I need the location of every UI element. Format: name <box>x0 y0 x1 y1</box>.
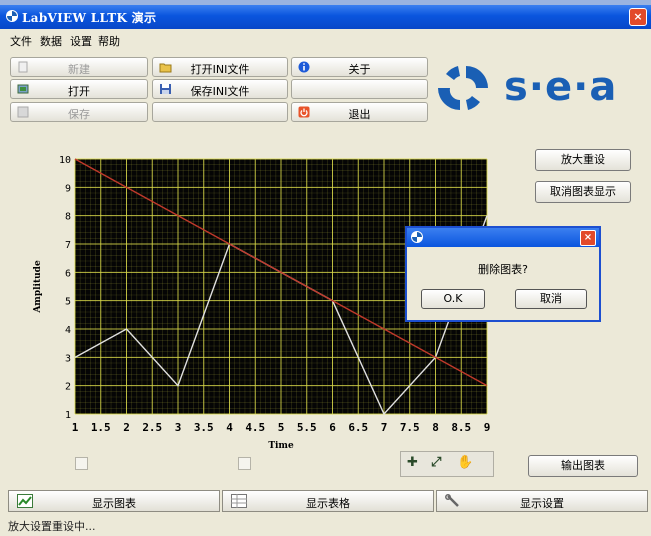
y-tick-label: 8 <box>65 212 71 223</box>
new-button[interactable]: 新建 <box>10 57 148 77</box>
x-tick-label: 7.5 <box>400 421 420 434</box>
x-tick-label: 6 <box>329 421 336 434</box>
empty-toolbar-slot-2 <box>291 79 428 99</box>
x-tick-label: 1.5 <box>91 421 111 434</box>
x-tick-label: 9 <box>484 421 491 434</box>
x-tick-label: 5 <box>278 421 285 434</box>
save-button-label: 保存 <box>68 108 90 121</box>
open-button-label: 打开 <box>68 85 90 98</box>
save-ini-label: 保存INI文件 <box>190 85 250 98</box>
menu-settings[interactable]: 设置 <box>70 35 92 48</box>
table-icon <box>231 494 247 508</box>
open-ini-label: 打开INI文件 <box>190 63 250 76</box>
x-tick-label: 4.5 <box>245 421 265 434</box>
y-tick-label: 9 <box>65 183 71 194</box>
graph-palette: ✚ ⤢ ✋ <box>400 451 494 477</box>
exit-label: 退出 <box>348 108 371 121</box>
sea-logo: s·e·a <box>438 60 643 120</box>
window-title: LabVIEW LLTK 演示 <box>22 11 157 25</box>
new-file-icon <box>18 61 28 73</box>
floppy-icon <box>160 84 171 94</box>
x-tick-label: 4 <box>226 421 233 434</box>
tab-show-chart[interactable]: 显示图表 <box>8 490 220 512</box>
menu-bar: 文件 数据 设置 帮助 <box>0 29 651 49</box>
app-icon <box>6 10 18 22</box>
zoom-reset-button[interactable]: 放大重设 <box>535 149 631 171</box>
open-button[interactable]: 打开 <box>10 79 148 99</box>
tab-show-table[interactable]: 显示表格 <box>222 490 434 512</box>
menu-file[interactable]: 文件 <box>10 35 32 48</box>
x-tick-label: 6.5 <box>348 421 368 434</box>
crosshair-cursor-icon[interactable]: ✚ <box>407 455 418 470</box>
info-icon <box>298 61 310 73</box>
open-icon <box>17 84 29 94</box>
tab-show-table-label: 显示表格 <box>306 497 350 510</box>
tab-show-chart-label: 显示图表 <box>92 497 136 510</box>
x-tick-label: 2 <box>123 421 130 434</box>
chart-icon <box>17 494 33 508</box>
y-tick-label: 4 <box>65 325 71 336</box>
delete-chart-dialog: × 删除图表? O.K 取消 <box>405 226 601 322</box>
y-scale-checkbox[interactable] <box>238 457 251 470</box>
status-bar-text: 放大设置重设中... <box>8 520 96 533</box>
dialog-cancel-button[interactable]: 取消 <box>515 289 587 309</box>
wrench-icon <box>445 494 459 507</box>
save-icon <box>17 106 29 118</box>
tab-show-settings[interactable]: 显示设置 <box>436 490 648 512</box>
folder-icon <box>159 63 172 73</box>
series-line-2 <box>74 158 488 387</box>
open-ini-button[interactable]: 打开INI文件 <box>152 57 288 77</box>
x-tick-label: 2.5 <box>142 421 162 434</box>
y-axis-label: Amplitude <box>33 260 43 314</box>
dialog-ok-button[interactable]: O.K <box>421 289 485 309</box>
x-axis-label: Time <box>268 441 294 451</box>
export-chart-button[interactable]: 输出图表 <box>528 455 638 477</box>
exit-button[interactable]: 退出 <box>291 102 428 122</box>
sea-logo-text: s·e·a <box>504 64 618 110</box>
save-button[interactable]: 保存 <box>10 102 148 122</box>
x-tick-label: 5.5 <box>297 421 317 434</box>
empty-toolbar-slot-1 <box>152 102 288 122</box>
window-close-button[interactable]: × <box>629 8 647 26</box>
y-tick-label: 10 <box>59 155 71 166</box>
title-bar: LabVIEW LLTK 演示 × <box>0 5 651 29</box>
new-button-label: 新建 <box>68 63 90 76</box>
zoom-tool-icon[interactable]: ⤢ <box>431 455 442 470</box>
x-tick-label: 8.5 <box>451 421 471 434</box>
about-label: 关于 <box>348 63 371 76</box>
tab-show-settings-label: 显示设置 <box>520 497 564 510</box>
dialog-message: 删除图表? <box>478 263 528 276</box>
dialog-app-icon <box>411 231 423 243</box>
view-tabs: 显示图表 显示表格 显示设置 <box>8 490 651 512</box>
x-tick-label: 8 <box>432 421 439 434</box>
menu-help[interactable]: 帮助 <box>98 35 120 48</box>
y-tick-label: 7 <box>65 240 71 251</box>
x-tick-label: 7 <box>381 421 388 434</box>
top-strip <box>0 0 651 6</box>
cancel-chart-display-button[interactable]: 取消图表显示 <box>535 181 631 203</box>
dialog-title-bar: × <box>407 228 599 247</box>
y-tick-label: 2 <box>65 382 71 393</box>
x-tick-label: 3 <box>175 421 182 434</box>
x-tick-label: 3.5 <box>194 421 214 434</box>
menu-data[interactable]: 数据 <box>40 35 62 48</box>
dialog-close-button[interactable]: × <box>580 230 596 246</box>
y-tick-label: 6 <box>65 268 71 279</box>
power-icon <box>298 106 310 118</box>
x-tick-label: 1 <box>72 421 79 434</box>
y-tick-label: 1 <box>65 410 71 421</box>
sea-logo-mark-icon <box>438 66 488 110</box>
y-tick-label: 5 <box>65 297 71 308</box>
pan-hand-icon[interactable]: ✋ <box>457 455 474 470</box>
x-scale-checkbox[interactable] <box>75 457 88 470</box>
save-ini-button[interactable]: 保存INI文件 <box>152 79 288 99</box>
about-button[interactable]: 关于 <box>291 57 428 77</box>
y-tick-label: 3 <box>65 353 71 364</box>
